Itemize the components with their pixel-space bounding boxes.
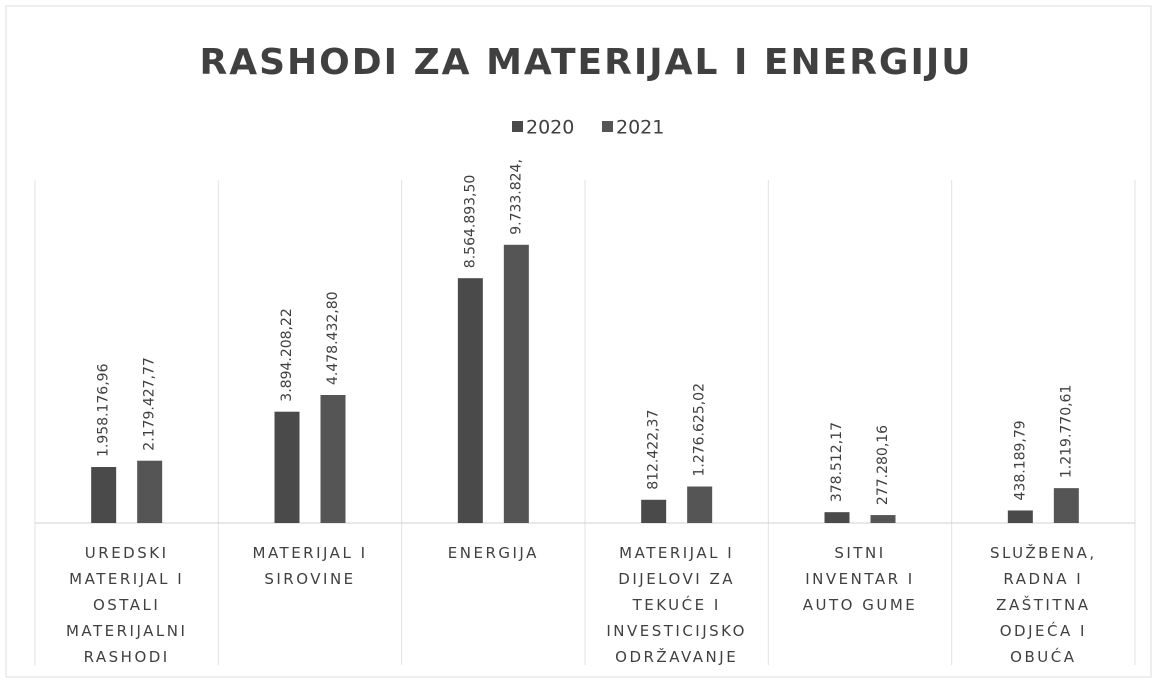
x-tick-label: SLUŽBENA, RADNA I ZAŠTITNA ODJEĆA I OBUĆA: [990, 543, 1097, 666]
x-tick-label: SITNI INVENTAR I AUTO GUME: [803, 544, 918, 614]
bar: [1007, 510, 1033, 523]
value-label: 4.478.432,80: [325, 291, 341, 385]
value-label: 2.179.427,77: [142, 357, 158, 451]
x-tick-label: MATERIJAL I SIROVINE: [253, 544, 368, 588]
value-label: 1.219.770,61: [1058, 385, 1074, 479]
label-line: MATERIJALNI: [66, 622, 187, 640]
x-tick-label: ENERGIJA: [448, 544, 539, 562]
chart-border: [5, 5, 1152, 678]
label-line: OBUĆA: [1010, 647, 1076, 666]
bar: [91, 467, 117, 523]
label-line: SITNI: [834, 544, 885, 562]
chart-title: RASHODI ZA MATERIJAL I ENERGIJU: [200, 42, 973, 83]
label-line: AUTO GUME: [803, 596, 918, 614]
x-tick-label: UREDSKI MATERIJAL I OSTALI MATERIJALNI RASHO…: [66, 544, 187, 666]
value-label: 812.422,37: [646, 410, 662, 490]
label-line: ZAŠTITNA: [996, 595, 1090, 614]
value-label: 1.958.176,96: [96, 363, 112, 457]
label-line: RASHODI: [84, 648, 170, 666]
legend-label: 2021: [616, 117, 664, 139]
label-line: MATERIJAL I: [253, 544, 368, 562]
bar: [503, 244, 529, 524]
bar: [274, 411, 300, 523]
value-label: 277.280,16: [875, 425, 891, 505]
label-line: ENERGIJA: [448, 544, 539, 562]
label-line: OSTALI: [93, 596, 160, 614]
label-line: SLUŽBENA,: [990, 543, 1097, 562]
bar: [870, 515, 896, 523]
label-line: MATERIJAL I: [619, 544, 734, 562]
label-line: RADNA I: [1003, 570, 1083, 588]
label-line: ODRŽAVANJE: [615, 647, 738, 666]
bar: [137, 460, 163, 523]
value-label: 9.733.824,: [508, 159, 524, 235]
value-label: 8.564.893,50: [462, 175, 478, 269]
label-line: ODJEĆA I: [1000, 621, 1087, 640]
value-label: 378.512,17: [829, 422, 845, 502]
label-line: TEKUĆE I: [632, 595, 721, 614]
label-line: UREDSKI: [85, 544, 169, 562]
label-line: INVESTICIJSKO: [606, 622, 747, 640]
bar: [824, 512, 850, 523]
bar: [320, 394, 346, 523]
legend-swatch: [512, 121, 523, 132]
bar: [457, 278, 483, 523]
x-tick-label: MATERIJAL I DIJELOVI ZA TEKUĆE I INVESTICIJ…: [606, 544, 747, 666]
bar: [641, 499, 667, 523]
label-line: SIROVINE: [264, 570, 355, 588]
label-line: INVENTAR I: [805, 570, 914, 588]
bar: [1053, 488, 1079, 523]
bar: [687, 486, 713, 523]
value-label: 1.276.625,02: [692, 383, 708, 477]
label-line: MATERIJAL I: [69, 570, 184, 588]
value-label: 3.894.208,22: [279, 308, 295, 402]
label-line: DIJELOVI ZA: [618, 570, 735, 588]
legend-swatch: [602, 121, 613, 132]
legend-label: 2020: [526, 117, 574, 139]
value-label: 438.189,79: [1012, 420, 1028, 500]
